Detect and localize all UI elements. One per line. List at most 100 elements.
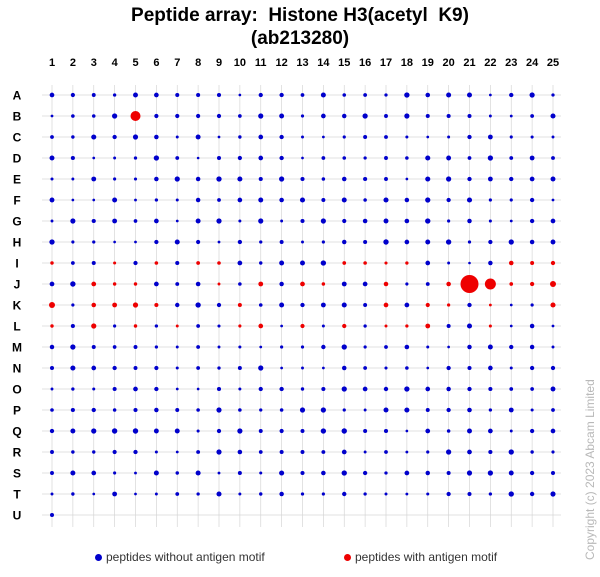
spot-L3 <box>91 323 97 329</box>
spot-F19 <box>425 197 431 203</box>
spot-K6 <box>154 302 159 308</box>
spot-O14 <box>321 386 326 392</box>
spot-E2 <box>71 177 75 181</box>
spot-G12 <box>280 219 284 223</box>
spot-T11 <box>259 492 263 496</box>
spot-D12 <box>279 155 284 161</box>
spot-K23 <box>509 303 513 307</box>
spot-F3 <box>92 198 96 202</box>
spot-M25 <box>551 345 555 349</box>
col-label-24: 24 <box>526 57 539 69</box>
spot-H11 <box>259 240 263 244</box>
spot-H6 <box>154 239 159 245</box>
spot-T18 <box>405 492 409 496</box>
spot-I2 <box>70 261 75 265</box>
spot-T9 <box>216 491 222 497</box>
spot-N23 <box>509 366 513 370</box>
spot-R13 <box>300 450 305 454</box>
spot-M3 <box>91 345 96 349</box>
spot-E1 <box>50 177 54 181</box>
spot-K24 <box>530 303 534 307</box>
spot-D1 <box>49 155 55 161</box>
spot-C24 <box>530 135 534 139</box>
spot-L9 <box>217 324 221 328</box>
spot-J22 <box>484 278 496 290</box>
spot-P10 <box>238 408 242 412</box>
spot-F21 <box>466 197 473 203</box>
col-label-21: 21 <box>463 57 475 69</box>
spot-H9 <box>217 240 221 244</box>
spot-G8 <box>195 218 201 224</box>
col-label-10: 10 <box>234 57 246 69</box>
spot-E20 <box>446 176 452 182</box>
spot-O12 <box>279 386 284 392</box>
spot-T7 <box>175 492 180 496</box>
spot-H12 <box>279 240 284 244</box>
spot-D22 <box>487 155 494 161</box>
spot-R20 <box>445 449 452 455</box>
spot-O20 <box>446 386 451 392</box>
spot-S9 <box>217 471 221 475</box>
spot-N25 <box>550 365 556 371</box>
spot-S1 <box>50 471 54 475</box>
row-label-R: R <box>13 446 22 460</box>
spot-Q10 <box>237 428 243 434</box>
col-label-1: 1 <box>49 57 55 69</box>
spot-C19 <box>426 135 430 139</box>
spot-K21 <box>467 302 472 308</box>
spot-M4 <box>112 345 117 349</box>
spot-O11 <box>258 386 263 392</box>
spot-F6 <box>154 198 159 202</box>
spot-C12 <box>279 134 284 140</box>
spot-R4 <box>112 449 117 455</box>
spot-N10 <box>237 366 242 370</box>
spot-N14 <box>322 366 325 370</box>
spot-D3 <box>92 156 96 160</box>
spot-O5 <box>133 386 138 392</box>
spot-T20 <box>446 491 451 497</box>
spot-R19 <box>426 450 430 454</box>
spot-A2 <box>70 92 75 98</box>
spot-G13 <box>300 218 305 224</box>
spot-I12 <box>279 260 285 266</box>
spot-B21 <box>467 114 472 118</box>
spot-D8 <box>196 156 200 160</box>
spot-L1 <box>50 324 54 328</box>
spot-S20 <box>446 470 451 476</box>
spot-A17 <box>384 93 388 97</box>
spot-I13 <box>300 260 305 266</box>
spot-G24 <box>529 218 535 224</box>
spot-K5 <box>132 302 139 308</box>
spot-E21 <box>467 176 472 182</box>
spot-B17 <box>384 114 388 118</box>
spot-S5 <box>134 471 137 475</box>
spot-P20 <box>446 407 451 413</box>
spot-D9 <box>217 156 221 160</box>
spot-T24 <box>529 491 535 497</box>
spot-S12 <box>279 470 285 476</box>
spot-O18 <box>404 386 410 392</box>
spot-E17 <box>384 177 388 181</box>
spot-L22 <box>488 324 492 328</box>
spot-C18 <box>405 135 409 139</box>
spot-Q20 <box>446 429 451 433</box>
spot-O3 <box>92 387 96 391</box>
chart-title: Peptide array: Histone H3(acetyl K9) (ab… <box>0 4 600 50</box>
spot-C17 <box>384 135 388 139</box>
row-label-O: O <box>12 383 21 397</box>
spot-R5 <box>133 449 138 455</box>
spot-S11 <box>259 471 263 475</box>
spot-E25 <box>550 176 556 182</box>
spot-C6 <box>154 134 159 140</box>
spot-S19 <box>425 470 430 476</box>
spot-O8 <box>196 387 200 391</box>
spot-H2 <box>71 240 75 244</box>
col-label-15: 15 <box>338 57 350 69</box>
spot-N22 <box>488 365 493 371</box>
spot-A1 <box>49 92 55 98</box>
spot-B2 <box>71 114 75 118</box>
spot-T2 <box>71 492 75 496</box>
spot-T17 <box>384 492 388 496</box>
row-label-M: M <box>12 341 22 355</box>
spot-O25 <box>550 386 556 392</box>
